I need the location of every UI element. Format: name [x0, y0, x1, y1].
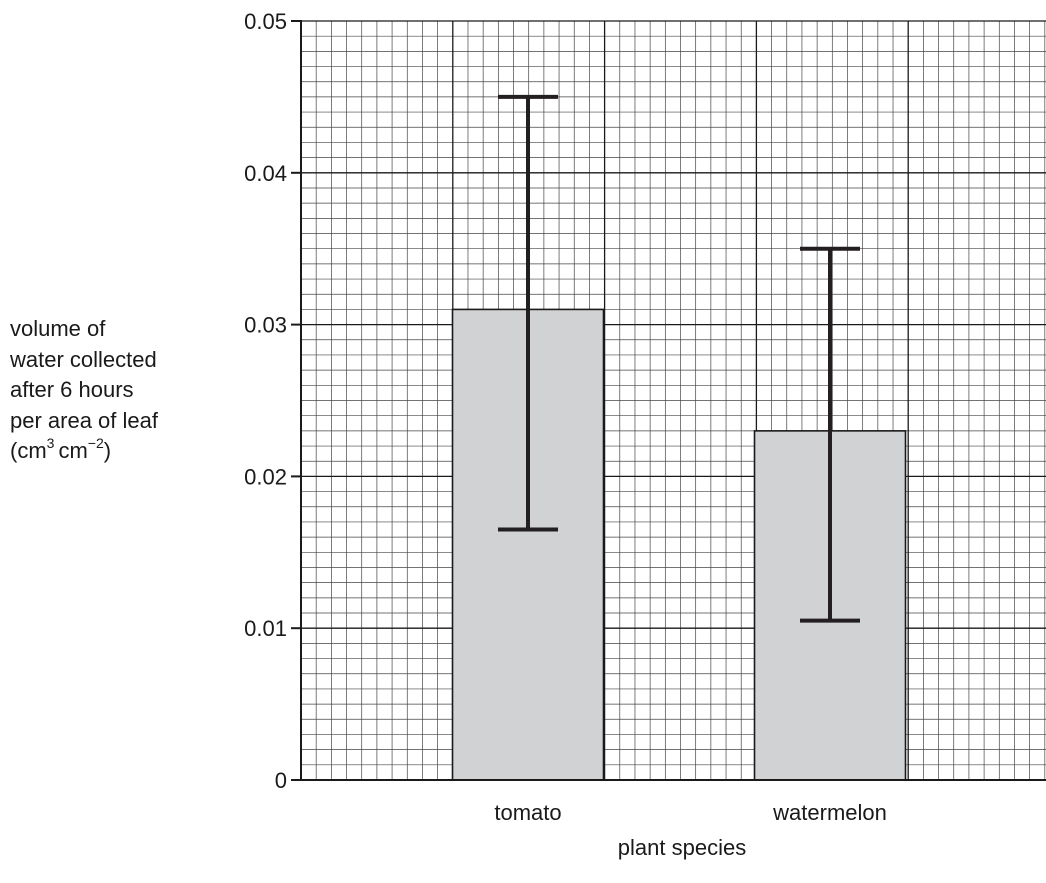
y-tick-label: 0.05 [244, 9, 287, 34]
axes [291, 20, 1046, 781]
y-tick-label: 0.03 [244, 313, 287, 338]
y-axis-label-line: after 6 hours [10, 377, 134, 402]
y-axis-label: volume of water collected after 6 hours … [10, 314, 220, 467]
x-tick-label: watermelon [772, 800, 887, 825]
y-axis-label-line: per area of leaf [10, 407, 158, 433]
y-tick-label: 0.01 [244, 616, 287, 641]
error-bars [498, 94, 860, 623]
x-axis-label: plant species [618, 835, 746, 860]
y-tick-labels: 0 0.01 0.02 0.03 0.04 0.05 [244, 9, 287, 793]
minor-gridlines [301, 21, 1046, 780]
y-axis-label-line: water collected [10, 346, 157, 372]
y-tick-label: 0.04 [244, 161, 287, 186]
x-tick-labels: tomato watermelon [494, 800, 886, 825]
bars [451, 308, 907, 781]
x-tick-label: tomato [494, 800, 561, 825]
y-tick-label: 0 [275, 768, 287, 793]
y-tick-label: 0.02 [244, 464, 287, 489]
y-axis-units: (cm3 cm−2) [10, 434, 112, 463]
y-axis-label-line: volume of [10, 316, 106, 341]
